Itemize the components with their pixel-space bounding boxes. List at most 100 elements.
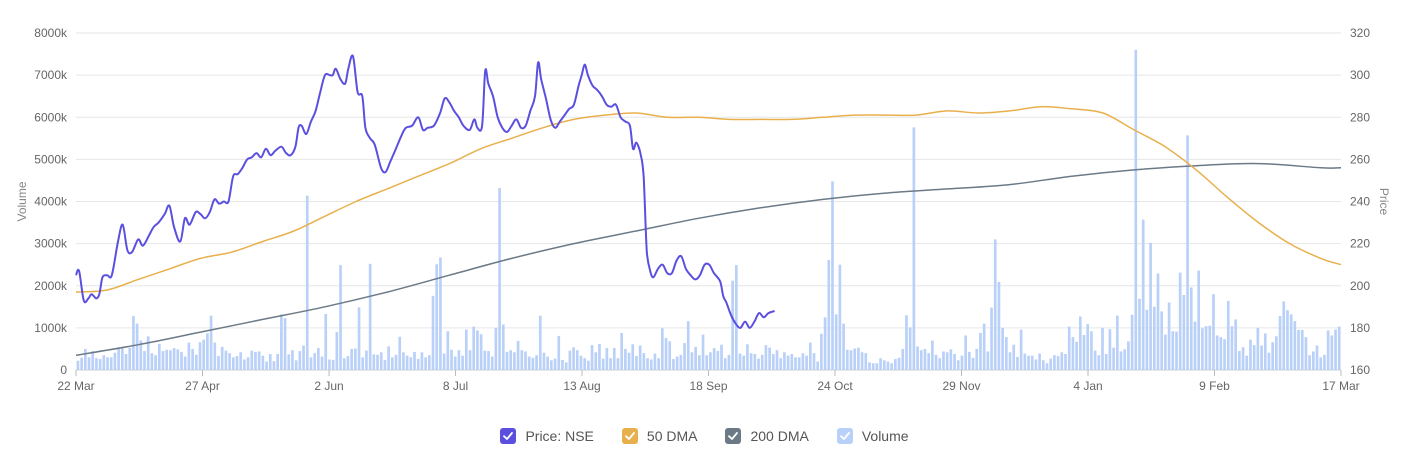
volume-bar xyxy=(775,350,779,370)
volume-bar xyxy=(339,265,342,370)
volume-bar xyxy=(542,352,546,370)
volume-bar xyxy=(853,348,857,370)
volume-bar xyxy=(1016,356,1019,370)
volume-bar xyxy=(239,352,243,370)
volume-bar xyxy=(154,355,157,370)
legend-swatch-volume xyxy=(836,428,853,444)
volume-bar xyxy=(871,363,875,370)
volume-bar xyxy=(1197,270,1201,370)
volume-bar xyxy=(1123,349,1127,370)
volume-bar xyxy=(1160,311,1164,370)
volume-bar xyxy=(564,362,568,370)
x-axis-tick-label: 18 Sep xyxy=(689,379,727,393)
x-axis-tick-label: 4 Jan xyxy=(1073,379,1102,393)
volume-bar xyxy=(561,359,564,370)
volume-bar xyxy=(838,264,842,370)
volume-bar xyxy=(472,326,476,370)
volume-bar xyxy=(146,336,150,370)
volume-bar xyxy=(302,345,305,370)
legend-item-50-dma[interactable]: 50 DMA xyxy=(621,428,697,444)
legend-item-price[interactable]: Price: NSE xyxy=(500,428,594,444)
volume-bar xyxy=(183,356,187,370)
volume-bar xyxy=(143,351,146,370)
volume-bar xyxy=(1175,331,1178,370)
volume-bar xyxy=(209,315,213,370)
left-axis-title: Volume xyxy=(15,181,29,221)
dma-50-line xyxy=(75,105,1342,293)
left-axis-tick-label: 5000k xyxy=(34,152,68,166)
volume-bar xyxy=(405,355,409,370)
volume-bar xyxy=(324,313,328,370)
volume-bar xyxy=(1171,331,1175,370)
volume-bar xyxy=(464,329,468,370)
volume-bar xyxy=(283,318,287,370)
volume-bar xyxy=(1075,341,1078,370)
volume-bar xyxy=(109,357,113,370)
volume-bar xyxy=(672,359,675,370)
volume-bar xyxy=(172,348,176,370)
volume-bar xyxy=(150,353,154,370)
volume-bar xyxy=(187,342,191,370)
volume-bar xyxy=(132,316,135,370)
volume-bar xyxy=(165,349,169,370)
volume-bar xyxy=(757,358,760,370)
volume-bar xyxy=(609,358,612,370)
volume-bar xyxy=(908,327,912,370)
volume-bar xyxy=(80,357,83,370)
right-axis-tick-label: 180 xyxy=(1350,321,1370,335)
legend-item-volume[interactable]: Volume xyxy=(836,428,909,444)
volume-bar xyxy=(1178,272,1182,370)
volume-bar xyxy=(635,356,638,370)
volume-bar xyxy=(490,356,494,370)
volume-bar xyxy=(557,335,561,370)
volume-bar xyxy=(272,361,276,370)
volume-bar xyxy=(1078,316,1082,370)
volume-bar xyxy=(1260,345,1263,370)
volume-bar xyxy=(834,314,838,370)
volume-bar xyxy=(1297,329,1300,370)
volume-bar xyxy=(294,360,298,370)
volume-bar xyxy=(668,341,672,370)
volume-bar xyxy=(383,359,387,370)
volume-bar xyxy=(257,351,261,370)
volume-bar xyxy=(764,345,768,370)
volume-bar xyxy=(657,358,660,370)
legend-swatch-price xyxy=(500,428,517,444)
volume-bar xyxy=(291,350,294,370)
volume-bar xyxy=(1271,342,1274,370)
volume-bar xyxy=(572,347,575,370)
volume-bar xyxy=(1145,309,1149,370)
volume-bar xyxy=(779,358,783,370)
volume-bar xyxy=(897,357,901,370)
volume-bar xyxy=(631,344,635,370)
x-axis-tick-label: 27 Apr xyxy=(185,379,220,393)
volume-bar xyxy=(228,353,231,370)
volume-bar xyxy=(912,127,916,370)
volume-bar xyxy=(1323,354,1326,370)
legend-label-200-dma: 200 DMA xyxy=(750,428,809,444)
volume-bar xyxy=(1090,331,1093,370)
volume-bar xyxy=(812,353,816,370)
x-axis-tick-label: 8 Jul xyxy=(443,379,468,393)
volume-bar xyxy=(394,354,398,370)
volume-bar xyxy=(461,355,464,370)
volume-bar xyxy=(753,353,757,370)
volume-bar xyxy=(801,353,805,370)
volume-bar xyxy=(805,355,808,370)
volume-bar xyxy=(313,353,316,370)
volume-bar xyxy=(875,363,879,370)
volume-bar xyxy=(409,357,413,370)
volume-bar xyxy=(342,358,346,370)
volume-bar xyxy=(649,359,653,370)
legend-item-200-dma[interactable]: 200 DMA xyxy=(725,428,809,444)
legend-swatch-200-dma xyxy=(725,428,742,444)
volume-bar xyxy=(712,348,716,370)
volume-bar xyxy=(268,353,272,370)
volume-bar xyxy=(738,353,742,370)
volume-bar xyxy=(749,353,753,370)
volume-bar xyxy=(98,359,102,370)
volume-bar xyxy=(1038,353,1041,370)
volume-bar xyxy=(1056,356,1060,370)
volume-bar xyxy=(575,350,579,370)
volume-bar xyxy=(1034,359,1038,370)
